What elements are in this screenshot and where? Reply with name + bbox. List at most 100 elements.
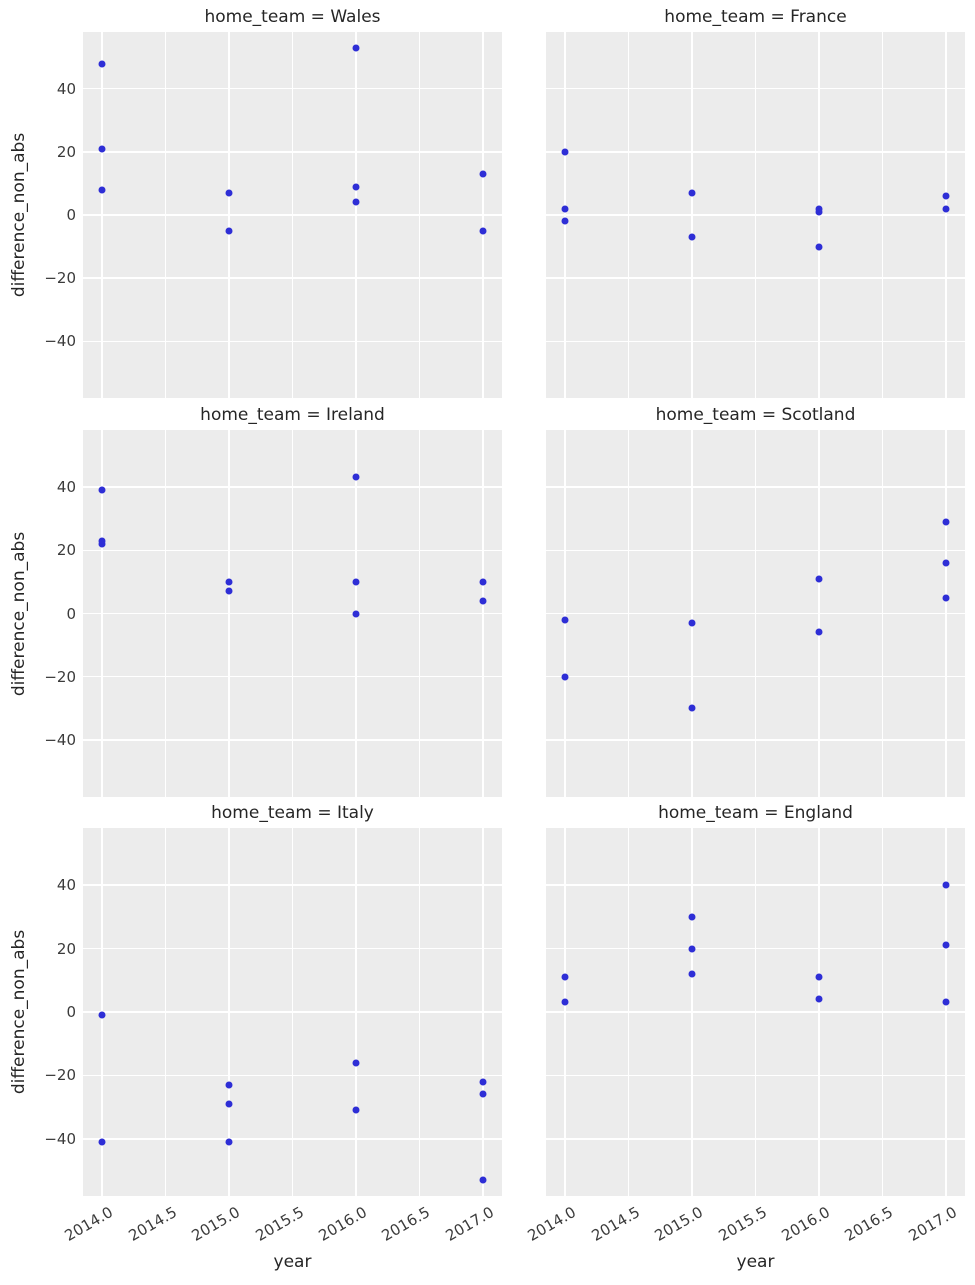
scatter-point	[98, 1138, 106, 1146]
y-tick-label: 0	[66, 206, 76, 224]
gridline-horizontal	[83, 1011, 502, 1013]
scatter-point	[225, 1138, 233, 1146]
scatter-point	[479, 1176, 487, 1184]
gridline-horizontal	[83, 947, 502, 950]
scatter-point	[98, 186, 106, 194]
scatter-point	[942, 205, 950, 213]
scatter-point	[561, 616, 569, 624]
facet-panel	[83, 430, 502, 797]
scatter-point	[479, 597, 487, 605]
x-tick-label: 2017.0	[905, 1203, 960, 1245]
x-tick-label: 2014.0	[524, 1203, 580, 1245]
gridline-horizontal	[83, 88, 502, 90]
gridline-horizontal	[83, 884, 502, 886]
gridline-horizontal	[546, 676, 965, 678]
y-tick-label: −40	[44, 1129, 76, 1148]
gridline-horizontal	[83, 549, 502, 551]
gridline-horizontal	[546, 884, 965, 886]
scatter-point	[688, 945, 696, 953]
facet-title: home_team = France	[664, 7, 847, 27]
gridline-horizontal	[546, 486, 965, 488]
gridline-horizontal	[546, 549, 965, 551]
scatter-point	[815, 208, 823, 216]
gridline-horizontal	[546, 151, 965, 153]
y-tick-label: 20	[56, 939, 76, 958]
x-axis-label: year	[736, 1252, 775, 1272]
gridline-horizontal	[83, 739, 502, 741]
gridline-horizontal	[83, 277, 502, 279]
scatter-point	[942, 998, 950, 1006]
gridline-horizontal	[83, 676, 502, 678]
scatter-point	[352, 473, 360, 481]
x-tick-label: 2016.0	[315, 1203, 370, 1245]
facet-title: home_team = Scotland	[655, 405, 856, 425]
gridline-horizontal	[83, 1074, 502, 1077]
facet-panel	[546, 828, 965, 1196]
scatter-point	[352, 44, 360, 52]
x-tick-label: 2015.5	[252, 1203, 307, 1245]
x-tick-label: 2015.0	[188, 1203, 243, 1245]
gridline-horizontal	[546, 277, 965, 279]
y-axis-label: difference_non_abs	[9, 531, 29, 696]
y-tick-label: −20	[44, 1066, 76, 1085]
scatter-point	[352, 183, 360, 191]
gridline-horizontal	[83, 340, 502, 342]
gridline-horizontal	[546, 1074, 965, 1077]
facet-title: home_team = Ireland	[200, 405, 385, 425]
scatter-point	[98, 145, 106, 153]
scatter-point	[561, 205, 569, 213]
scatter-point	[225, 587, 233, 595]
scatter-point	[815, 628, 823, 636]
scatter-point	[688, 704, 696, 712]
scatter-point	[479, 578, 487, 586]
scatter-point	[225, 227, 233, 235]
gridline-horizontal	[546, 214, 965, 216]
facet-title: home_team = England	[658, 803, 853, 823]
facet-panel	[546, 430, 965, 797]
scatter-point	[942, 594, 950, 602]
gridline-horizontal	[546, 88, 965, 90]
x-tick-label: 2014.5	[588, 1203, 643, 1245]
y-tick-label: 0	[66, 1003, 76, 1021]
x-tick-label: 2014.5	[125, 1203, 180, 1245]
x-axis-label: year	[273, 1252, 312, 1272]
scatter-point	[98, 1011, 106, 1019]
y-axis-label: difference_non_abs	[9, 132, 29, 298]
scatter-point	[352, 610, 360, 617]
scatter-point	[942, 192, 950, 200]
scatter-point	[561, 998, 569, 1006]
scatter-point	[352, 1059, 360, 1067]
scatter-point	[352, 578, 360, 586]
scatter-point	[225, 1100, 233, 1108]
y-tick-label: 20	[56, 541, 76, 560]
scatter-point	[688, 233, 696, 241]
facet-panel	[546, 32, 965, 398]
y-tick-label: −20	[44, 269, 76, 288]
scatter-point	[942, 881, 950, 889]
scatter-point	[479, 227, 487, 235]
scatter-point	[479, 1090, 487, 1098]
facet-title: home_team = Wales	[204, 7, 381, 27]
x-tick-label: 2016.5	[842, 1203, 897, 1245]
x-tick-label: 2015.0	[651, 1203, 706, 1245]
scatter-point	[352, 1106, 360, 1114]
x-tick-label: 2016.0	[778, 1203, 833, 1245]
gridline-horizontal	[546, 739, 965, 741]
scatter-point	[815, 973, 823, 981]
gridline-horizontal	[546, 1011, 965, 1013]
scatter-point	[352, 198, 360, 206]
facet-panel	[83, 828, 502, 1196]
scatter-point	[815, 995, 823, 1003]
scatter-point	[815, 243, 823, 251]
y-axis-label: difference_non_abs	[9, 929, 29, 1095]
scatter-point	[688, 970, 696, 978]
scatter-point	[225, 1081, 233, 1089]
x-tick-label: 2016.5	[379, 1203, 434, 1245]
facet-panel	[83, 32, 502, 398]
scatter-point	[815, 575, 823, 583]
y-tick-label: 0	[66, 604, 76, 623]
y-tick-label: 20	[56, 142, 76, 161]
gridline-horizontal	[83, 1138, 502, 1140]
scatter-point	[98, 60, 106, 68]
scatter-point	[688, 189, 696, 197]
